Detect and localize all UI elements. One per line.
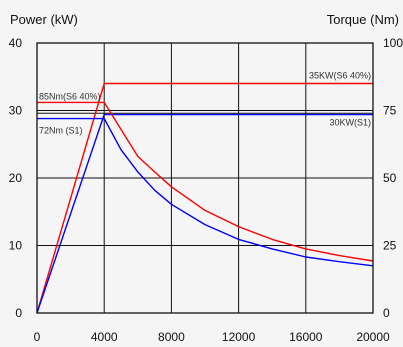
y-left-tick-label: 0 xyxy=(15,306,22,320)
tick-labels: 0 4000 8000 12000 16000 20000 0 10 20 30 40 0 25 50 75… xyxy=(9,36,403,344)
annotation-label: 30KW(S1) xyxy=(329,118,371,128)
x-tick-label: 16000 xyxy=(289,330,323,344)
y-right-tick-label: 25 xyxy=(383,239,397,253)
x-tick-label: 12000 xyxy=(222,330,256,344)
y-right-tick-label: 0 xyxy=(383,306,390,320)
x-tick-label: 8000 xyxy=(158,330,185,344)
annotation-label: 85Nm(S6 40%) xyxy=(39,91,101,101)
y-right-tick-label: 50 xyxy=(383,171,397,185)
left-axis-title: Power (kW) xyxy=(10,12,78,27)
series-line-72nm-s1 xyxy=(37,117,374,267)
y-left-tick-label: 30 xyxy=(9,104,23,118)
annotations: 85Nm(S6 40%) 72Nm (S1) 35KW(S6 40%) 30KW(S1… xyxy=(39,71,371,136)
series-line-30kw-s1 xyxy=(36,113,373,314)
x-tick-label: 0 xyxy=(34,330,41,344)
series-line-85nm-s6-40 xyxy=(37,101,374,262)
y-left-tick-label: 10 xyxy=(9,239,23,253)
series-line-35kw-s6-40 xyxy=(36,82,373,314)
annotation-label: 72Nm (S1) xyxy=(39,126,83,136)
series-group xyxy=(36,82,374,314)
grid xyxy=(37,43,373,313)
y-left-tick-label: 40 xyxy=(9,36,23,50)
y-left-tick-label: 20 xyxy=(9,171,23,185)
y-right-tick-label: 100 xyxy=(383,36,403,50)
y-right-tick-label: 75 xyxy=(383,104,397,118)
x-tick-label: 20000 xyxy=(356,330,390,344)
x-tick-label: 4000 xyxy=(91,330,118,344)
right-axis-title: Torque (Nm) xyxy=(327,12,399,27)
plot-frame xyxy=(36,42,374,314)
annotation-label: 35KW(S6 40%) xyxy=(309,71,371,81)
